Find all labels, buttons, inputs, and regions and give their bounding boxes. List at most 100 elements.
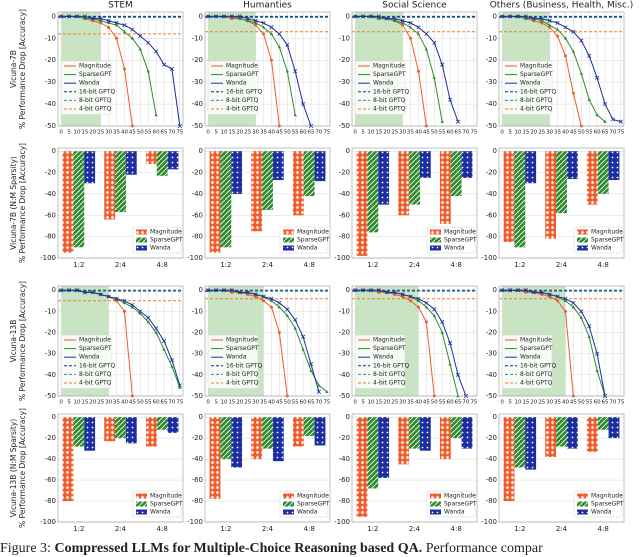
y-tick-label: -30 [339, 350, 350, 358]
marker [595, 113, 599, 117]
plot-frame [57, 11, 184, 127]
x-tick-label: 50 [284, 130, 291, 136]
x-tick-label: 5 [508, 130, 512, 136]
marker [261, 20, 266, 26]
y-tick-label: -20 [339, 56, 350, 64]
x-tick-label: 75 [323, 130, 330, 136]
series-line [502, 15, 621, 123]
x-tick-label: 65 [161, 400, 168, 406]
x-tick-label: 55 [586, 130, 593, 136]
x-tick-label: 70 [609, 400, 616, 406]
marker [353, 14, 358, 19]
legend-swatch [430, 237, 441, 243]
y-tick-label: -60 [192, 476, 203, 484]
x-tick-label: 10 [514, 400, 521, 406]
legend-label: Magnitude [520, 63, 552, 70]
marker [587, 334, 591, 338]
legend-swatch [283, 493, 294, 499]
marker [603, 119, 607, 123]
y-tick-label: -40 [486, 371, 497, 379]
plot-frame [204, 147, 331, 259]
series-line [208, 15, 312, 127]
x-tick-label: 1:2 [220, 261, 231, 269]
marker [547, 292, 552, 297]
bar [84, 151, 96, 184]
y-tick-label: -50 [486, 122, 497, 130]
marker [169, 357, 175, 363]
legend-label: 16-bit GPTQ [520, 362, 556, 369]
bar [556, 151, 567, 214]
x-tick-label: 10 [73, 400, 80, 406]
bar [272, 417, 284, 462]
x-tick-label: 75 [323, 400, 330, 406]
marker [98, 16, 103, 21]
series-line [502, 289, 606, 397]
x-tick-label: 35 [260, 400, 267, 406]
marker [392, 290, 397, 295]
y-tick-label: 0 [346, 413, 350, 421]
x-tick-label: 75 [470, 400, 477, 406]
x-tick-label: 45 [276, 130, 283, 136]
x-tick-label: 1:2 [514, 261, 525, 269]
marker [376, 14, 381, 19]
x-tick-label: 40 [121, 400, 128, 406]
marker [392, 16, 397, 21]
legend-label: Wanda [150, 245, 171, 252]
marker [548, 295, 552, 299]
marker [416, 69, 420, 73]
marker [368, 288, 374, 293]
x-tick-label: 50 [284, 400, 291, 406]
x-tick-label: 70 [462, 130, 469, 136]
x-tick-label: 4:8 [598, 525, 609, 533]
y-tick-label: -20 [486, 169, 497, 177]
x-tick-label: 35 [407, 400, 414, 406]
marker [162, 347, 166, 351]
bar [439, 417, 451, 460]
marker [107, 25, 111, 29]
marker [401, 23, 405, 27]
y-tick-label: -20 [45, 434, 56, 442]
bar [73, 151, 85, 248]
marker [377, 290, 381, 294]
marker [177, 383, 182, 388]
x-tick-label: 40 [121, 130, 128, 136]
marker [587, 97, 591, 101]
marker [563, 25, 568, 30]
marker [579, 309, 584, 314]
marker [253, 21, 258, 25]
marker [416, 299, 421, 303]
x-tick-label: 30 [546, 400, 553, 406]
x-tick-label: 25 [97, 400, 104, 406]
bar [597, 417, 609, 430]
x-tick-label: 1:2 [73, 261, 84, 269]
plot-frame [57, 413, 184, 523]
x-tick-label: 1:2 [73, 525, 84, 533]
marker [571, 305, 576, 309]
legend-label: SparseGPT [297, 237, 330, 244]
x-tick-label: 75 [617, 130, 624, 136]
marker [409, 299, 413, 303]
x-tick-label: 0 [206, 130, 210, 136]
y-tick-label: -80 [45, 497, 56, 505]
legend-label: 16-bit GPTQ [373, 362, 409, 369]
x-tick-label: 20 [383, 130, 390, 136]
legend-label: Wanda [591, 509, 612, 516]
y-tick-label: -50 [192, 122, 203, 130]
y-tick-label: -20 [486, 56, 497, 64]
marker [253, 292, 258, 297]
bar [419, 151, 431, 178]
marker [531, 16, 536, 21]
plot-frame [204, 11, 331, 127]
y-tick-label: -60 [45, 211, 56, 219]
marker [595, 75, 600, 80]
marker [455, 119, 461, 124]
marker [106, 21, 111, 25]
marker [161, 62, 167, 67]
marker [115, 36, 119, 40]
marker [440, 119, 444, 123]
x-tick-label: 4:8 [304, 525, 315, 533]
x-tick-label: 45 [129, 400, 136, 406]
marker [74, 288, 80, 293]
x-tick-label: 2:4 [115, 261, 127, 269]
